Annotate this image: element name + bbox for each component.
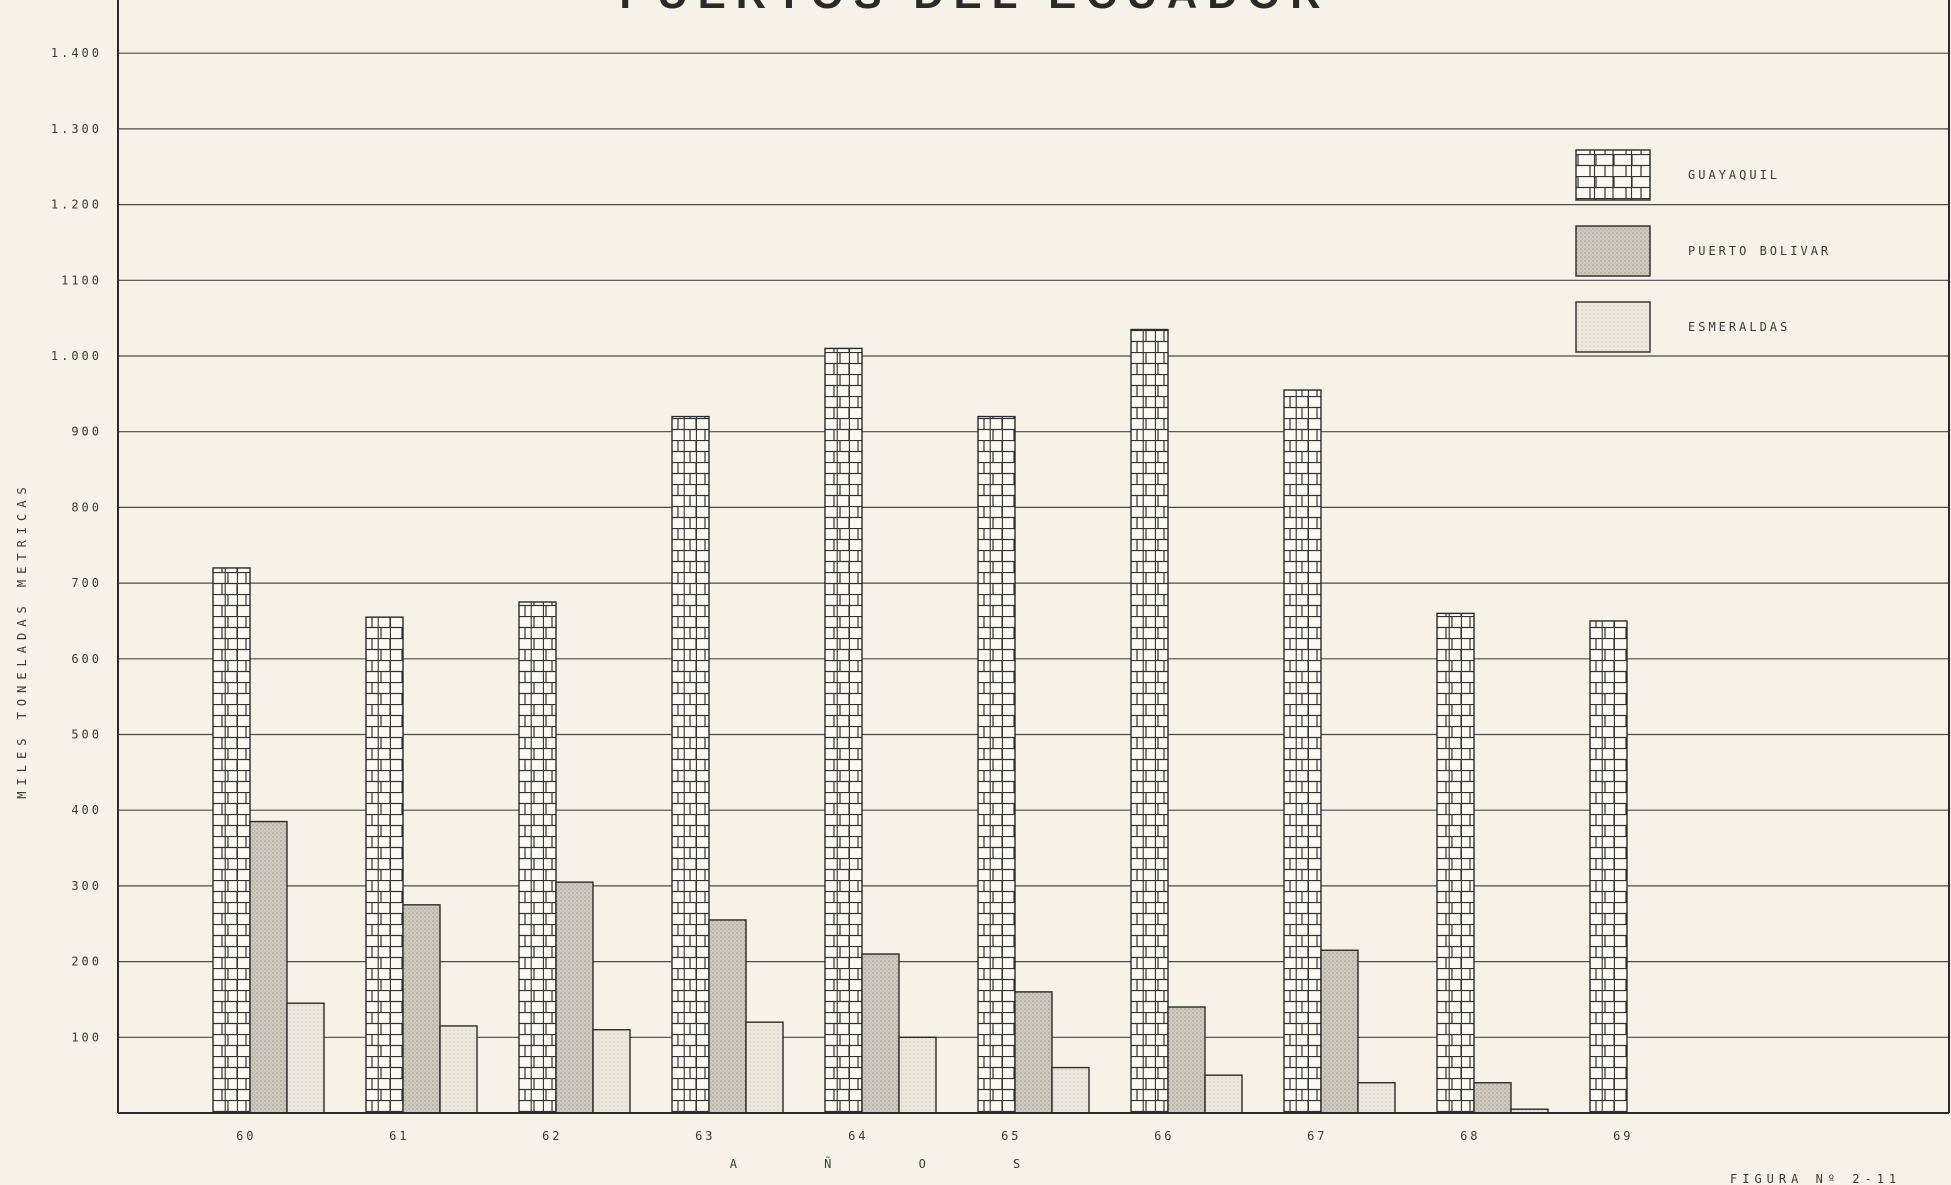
bar-guayaquil-61 <box>365 616 404 1114</box>
bar-guayaquil-65 <box>977 415 1016 1114</box>
legend-label-puerto-bolivar: PUERTO BOLIVAR <box>1688 244 1831 258</box>
y-tick-label: 500 <box>71 728 102 742</box>
y-tick-label: 1.300 <box>51 122 102 136</box>
bar-puerto-bolivar-64 <box>861 953 900 1114</box>
bar-esmeraldas-60 <box>286 1002 325 1114</box>
legend-label-guayaquil: GUAYAQUIL <box>1688 168 1780 182</box>
bar-esmeraldas-67 <box>1357 1082 1396 1114</box>
y-tick-label: 400 <box>71 803 102 817</box>
bar-puerto-bolivar-68 <box>1473 1082 1512 1114</box>
bar-puerto-bolivar-63 <box>708 919 747 1114</box>
y-tick-label: 100 <box>71 1030 102 1044</box>
bar-guayaquil-68 <box>1436 612 1475 1114</box>
bar-esmeraldas-66 <box>1204 1074 1243 1114</box>
x-tick-label: 67 <box>1307 1129 1327 1143</box>
x-tick-label: 65 <box>1001 1129 1021 1143</box>
bar-puerto-bolivar-61 <box>402 904 441 1114</box>
x-tick-label: 66 <box>1154 1129 1174 1143</box>
y-tick-label: 300 <box>71 879 102 893</box>
y-tick-label: 700 <box>71 576 102 590</box>
y-tick-label: 1.000 <box>51 349 102 363</box>
bar-puerto-bolivar-67 <box>1320 949 1359 1114</box>
x-tick-label: 69 <box>1613 1129 1633 1143</box>
legend-swatch-puerto-bolivar <box>1575 225 1651 277</box>
x-tick-labels: 60 61 62 63 64 65 66 67 68 69 <box>236 1129 1633 1143</box>
bar-puerto-bolivar-60 <box>249 820 288 1114</box>
figure-label: FIGURA Nº 2-11 <box>1730 1172 1901 1185</box>
gridlines <box>118 52 1949 1038</box>
bar-esmeraldas-62 <box>592 1029 631 1114</box>
y-axis-title: MILES TONELADAS METRICAS <box>15 481 29 798</box>
bar-guayaquil-66 <box>1130 328 1169 1114</box>
bar-guayaquil-64 <box>824 347 863 1114</box>
bars-layer <box>212 328 1628 1114</box>
legend: GUAYAQUIL PUERTO BOLIVAR ESMERALDAS <box>1575 149 1831 353</box>
x-axis-title: A Ñ O S <box>730 1156 1061 1171</box>
y-tick-label: 900 <box>71 425 102 439</box>
bar-esmeraldas-63 <box>745 1021 784 1114</box>
legend-swatch-esmeraldas <box>1575 301 1651 353</box>
legend-label-esmeraldas: ESMERALDAS <box>1688 320 1790 334</box>
bar-esmeraldas-61 <box>439 1025 478 1114</box>
y-tick-label: 1.400 <box>51 46 102 60</box>
x-tick-label: 63 <box>695 1129 715 1143</box>
x-tick-label: 60 <box>236 1129 256 1143</box>
x-tick-label: 64 <box>848 1129 868 1143</box>
x-tick-label: 61 <box>389 1129 409 1143</box>
y-tick-labels: 100 200 300 400 500 600 700 800 900 1.000 1100 1.20… <box>51 46 102 1044</box>
bar-puerto-bolivar-66 <box>1167 1006 1206 1114</box>
y-tick-label: 1.200 <box>51 198 102 212</box>
y-tick-label: 600 <box>71 652 102 666</box>
y-tick-label: 200 <box>71 955 102 969</box>
chart-title: PUERTOS DEL ECUADOR <box>619 0 1330 17</box>
x-tick-label: 68 <box>1460 1129 1480 1143</box>
y-tick-label: 800 <box>71 500 102 514</box>
bar-guayaquil-63 <box>671 415 710 1114</box>
bar-puerto-bolivar-65 <box>1014 991 1053 1114</box>
bar-guayaquil-69 <box>1589 620 1628 1114</box>
x-tick-label: 62 <box>542 1129 562 1143</box>
bar-puerto-bolivar-62 <box>555 881 594 1114</box>
bar-guayaquil-62 <box>518 601 557 1114</box>
bar-guayaquil-60 <box>212 567 251 1114</box>
y-tick-label: 1100 <box>61 273 102 287</box>
bar-esmeraldas-64 <box>898 1036 937 1114</box>
bar-esmeraldas-65 <box>1051 1066 1090 1114</box>
bar-guayaquil-67 <box>1283 389 1322 1114</box>
